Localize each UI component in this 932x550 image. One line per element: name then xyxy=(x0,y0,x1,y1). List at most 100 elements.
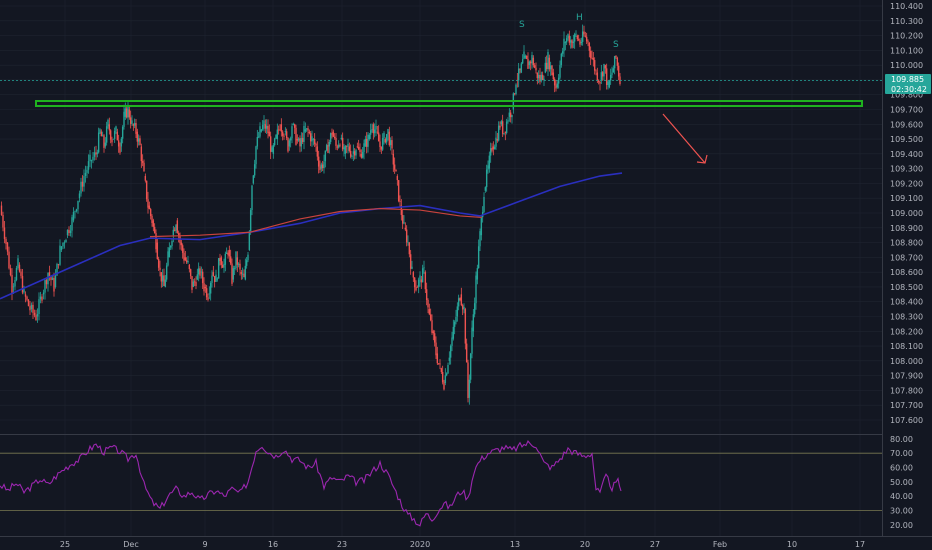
candle-body xyxy=(189,269,192,277)
time-tick-label: 25 xyxy=(60,540,70,549)
candle-body xyxy=(295,127,297,145)
candle-body xyxy=(543,78,545,81)
candle-body xyxy=(253,164,256,176)
candle-body xyxy=(213,275,216,282)
candle-body xyxy=(62,242,64,247)
candle-body xyxy=(36,314,39,317)
candle-body xyxy=(29,306,31,311)
candle-body xyxy=(501,121,504,134)
candle-body xyxy=(583,31,585,35)
candle-body xyxy=(135,123,137,134)
candle-body xyxy=(569,40,572,43)
candle-body xyxy=(603,63,605,77)
candle-body xyxy=(307,128,309,131)
time-tick-label: 2020 xyxy=(410,540,430,549)
candle-body xyxy=(120,138,123,147)
candle-body xyxy=(508,112,511,117)
candle-body xyxy=(275,135,277,139)
candle-body xyxy=(209,282,212,294)
candle-body xyxy=(32,304,34,313)
candle-body xyxy=(225,252,228,254)
candle-body xyxy=(212,272,215,276)
candle-body xyxy=(521,59,524,64)
candle-body xyxy=(616,57,619,66)
down-right-arrow-icon[interactable] xyxy=(662,113,708,164)
candle-body xyxy=(47,272,49,285)
candle-body xyxy=(68,229,70,233)
candle-body xyxy=(18,264,21,272)
candle-body xyxy=(611,72,613,75)
candle-body xyxy=(187,261,189,263)
candle-body xyxy=(257,136,260,138)
candle-body xyxy=(293,124,296,128)
candle-body xyxy=(487,165,489,170)
rsi-tick-label: 40.00 xyxy=(890,492,913,501)
head-label: H xyxy=(576,13,583,23)
price-tick-label: 110.000 xyxy=(890,61,923,70)
candle-body xyxy=(317,156,320,167)
time-axis[interactable]: 25 Dec 9 16 23 2020 13 20 27 Feb 10 17 xyxy=(60,540,865,549)
price-tick-label: 108.400 xyxy=(890,298,923,307)
candle-body xyxy=(8,251,10,269)
candle-body xyxy=(181,245,184,253)
candle-body xyxy=(90,160,93,162)
candle-body xyxy=(65,240,67,243)
candle-body xyxy=(89,154,91,162)
candle-body xyxy=(233,268,236,269)
candle-body xyxy=(341,137,344,150)
candle-body xyxy=(559,65,561,78)
candle-body xyxy=(564,42,567,44)
candle-body xyxy=(160,272,163,282)
candle-body xyxy=(420,279,423,283)
candle-body xyxy=(517,68,520,81)
candle-body xyxy=(483,196,485,213)
candle-body xyxy=(205,288,208,298)
candle-body xyxy=(161,275,164,282)
candle-body xyxy=(152,220,155,227)
candle-body xyxy=(515,84,517,94)
candle-body xyxy=(156,242,159,260)
candle-body xyxy=(188,264,191,270)
candle-body xyxy=(449,345,452,358)
candle-body xyxy=(535,67,537,71)
candle-body xyxy=(273,138,276,146)
price-axis[interactable]: 110.400110.300110.200110.100110.000109.9… xyxy=(890,2,923,425)
candle-body xyxy=(164,279,167,287)
candle-body xyxy=(139,138,141,145)
candle-body xyxy=(241,273,244,275)
candle-body xyxy=(268,131,271,137)
candle-body xyxy=(329,133,332,142)
candle-body xyxy=(109,130,112,140)
price-tick-label: 110.200 xyxy=(890,32,923,41)
candle-body xyxy=(27,299,30,307)
candle-body xyxy=(451,337,453,346)
neckline-zone[interactable] xyxy=(35,100,863,107)
candle-body xyxy=(15,268,18,280)
candle-body xyxy=(123,111,125,127)
candle-body xyxy=(86,169,88,173)
candle-body xyxy=(373,129,376,134)
candle-body xyxy=(175,225,177,231)
candle-body xyxy=(600,72,603,80)
candle-body xyxy=(380,146,383,150)
candle-body xyxy=(488,155,491,169)
candle-body xyxy=(584,35,587,37)
candle-body xyxy=(100,131,103,137)
candle-body xyxy=(411,266,413,269)
candle-body xyxy=(244,265,247,280)
candle-body xyxy=(99,129,101,133)
candle-body xyxy=(368,134,371,140)
rsi-axis[interactable]: 80.00 70.00 60.00 50.00 40.00 30.00 20.00 xyxy=(890,435,913,530)
candle-body xyxy=(549,65,552,70)
price-tick-label: 110.100 xyxy=(890,46,923,55)
candle-body xyxy=(425,289,428,300)
candle-body xyxy=(308,131,311,134)
candle-body xyxy=(503,133,505,134)
candle-body xyxy=(473,303,476,315)
candle-body xyxy=(519,68,521,70)
candle-body xyxy=(155,233,157,250)
candle-body xyxy=(353,151,356,156)
candle-body xyxy=(227,252,229,255)
candle-body xyxy=(469,353,472,380)
